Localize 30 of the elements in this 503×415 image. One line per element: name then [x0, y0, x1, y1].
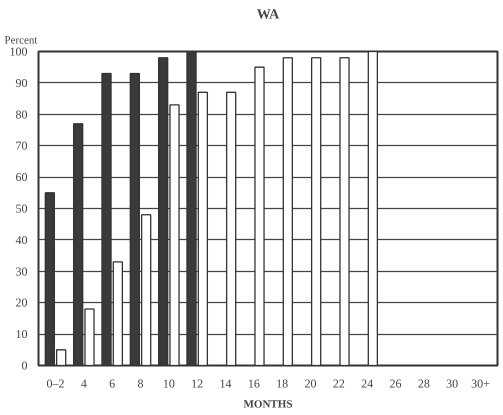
x-tick-label: 26: [390, 376, 402, 390]
y-tick-label: 30: [16, 264, 28, 278]
x-tick-label: 24: [361, 376, 374, 390]
x-tick-label: 28: [418, 376, 430, 390]
x-tick-label: 4: [80, 376, 87, 390]
y-tick-label: 20: [16, 296, 28, 310]
x-tick-label: 0–2: [46, 376, 64, 390]
y-axis-title: Percent: [4, 34, 38, 46]
x-tick-label: 12: [191, 376, 204, 390]
x-tick-label: 30: [446, 376, 458, 390]
x-axis-title: MONTHS: [244, 398, 292, 410]
y-tick-label: 0: [22, 358, 28, 372]
x-tick-label: 18: [276, 376, 288, 390]
x-tick-label: 16: [248, 376, 260, 390]
chart-title: WA: [256, 8, 280, 22]
y-tick-label: 90: [16, 76, 28, 90]
y-tick-label: 60: [16, 170, 28, 184]
x-tick-label: 6: [109, 376, 116, 390]
x-tick-label: 20: [304, 376, 316, 390]
y-tick-label: 40: [16, 232, 28, 247]
x-tick-label: 22: [332, 376, 345, 390]
y-tick-label: 80: [16, 107, 28, 122]
y-tick-label: 10: [16, 327, 28, 342]
y-tick-label: 100: [10, 44, 28, 58]
x-tick-label: 14: [220, 376, 232, 390]
x-tick-label: 8: [138, 376, 144, 390]
x-tick-label: 10: [162, 376, 175, 390]
x-tick-label: 30+: [471, 376, 490, 390]
y-tick-label: 50: [16, 202, 28, 216]
y-tick-label: 70: [16, 138, 28, 153]
